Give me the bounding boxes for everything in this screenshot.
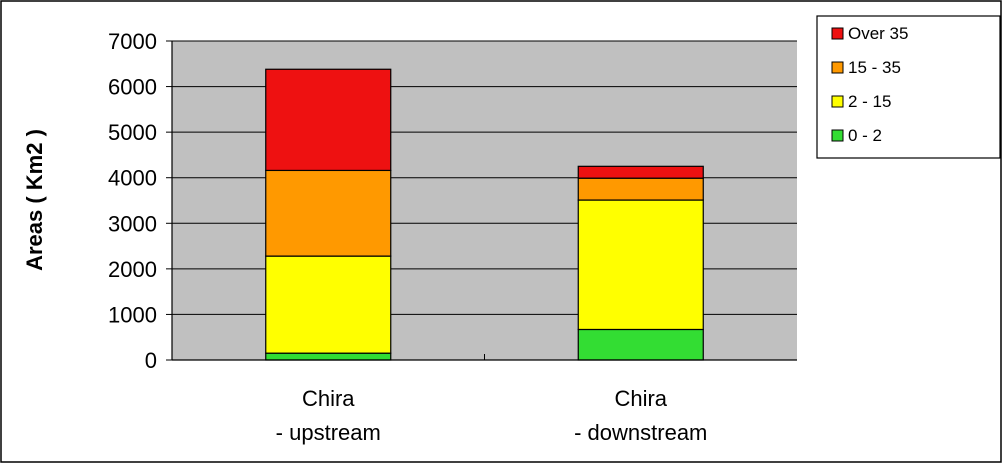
x-tick-label: - downstream [574,420,707,445]
y-tick-label: 2000 [108,257,157,282]
legend-swatch [831,27,844,40]
legend-label: Over 35 [848,24,908,43]
bar-segment [577,177,704,201]
bar-segment [577,328,704,361]
legend-box [816,15,1001,159]
bar-segment [265,68,392,172]
x-tick-label: Chira [302,386,355,411]
y-tick-label: 5000 [108,120,157,145]
y-axis-label: Areas ( Km2 ) [22,129,47,271]
bar-segment [265,169,392,257]
legend-swatch [831,95,844,108]
legend-label: 0 - 2 [848,126,882,145]
axes [166,40,797,361]
x-tick-label: - upstream [276,420,381,445]
y-tick-labels: 0 1000 2000 3000 4000 5000 6000 7000 [108,29,157,373]
y-tick-label: 1000 [108,302,157,327]
y-tick-label: 3000 [108,211,157,236]
bar-segment [577,165,704,179]
legend-label: 2 - 15 [848,92,891,111]
x-tick-labels: Chira - upstream Chira - downstream [276,386,708,445]
legend-swatch [831,129,844,142]
x-tick-label: Chira [614,386,667,411]
bar-segment [265,352,392,361]
y-tick-label: 4000 [108,166,157,191]
bars [265,68,704,361]
y-tick-label: 6000 [108,75,157,100]
legend-swatch [831,61,844,74]
legend-label: 15 - 35 [848,58,901,77]
bar-segment [265,255,392,354]
legend: Over 35 15 - 35 2 - 15 0 - 2 [816,15,1001,159]
y-tick-label: 0 [145,348,157,373]
y-tick-label: 7000 [108,29,157,54]
bar-segment [577,199,704,331]
